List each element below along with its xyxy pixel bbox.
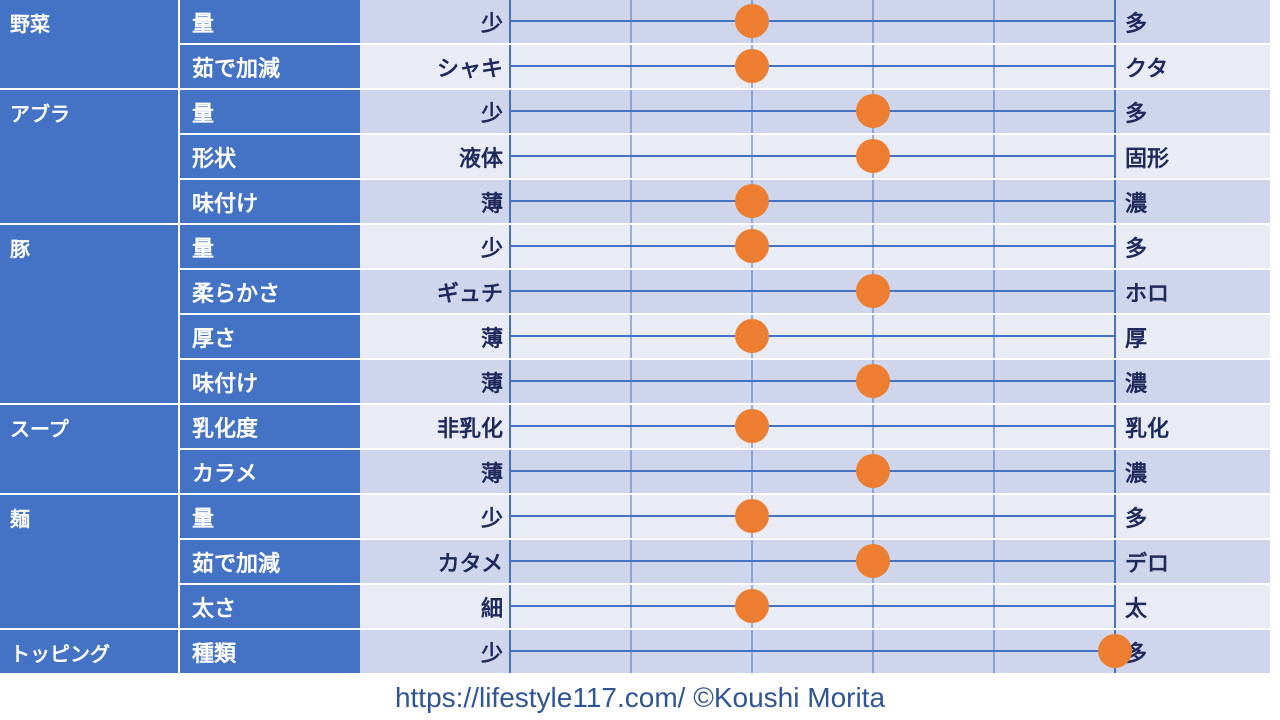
value-marker	[856, 274, 890, 308]
scale-right-label: 多	[1125, 236, 1148, 262]
scale-left-label: 非乳化	[436, 416, 503, 442]
value-marker	[735, 184, 769, 218]
scale-track	[509, 405, 1116, 448]
scale-left-label: 液体	[458, 146, 503, 172]
value-marker	[735, 229, 769, 263]
item-label: 量	[180, 495, 360, 540]
category-label: 豚	[0, 225, 180, 405]
scale-left-label: 少	[480, 11, 503, 37]
scale-row: シャキ クタ	[360, 45, 1270, 90]
scale-track	[509, 90, 1116, 133]
footer-credit: https://lifestyle117.com/ ©Koushi Morita	[394, 681, 886, 713]
value-marker	[735, 499, 769, 533]
scale-right-label: 固形	[1125, 146, 1170, 172]
item-label: 乳化度	[180, 405, 360, 450]
scale-row: 液体 固形	[360, 135, 1270, 180]
category-label: アブラ	[0, 90, 180, 225]
item-label: 量	[180, 90, 360, 135]
value-marker	[856, 94, 890, 128]
value-marker	[735, 49, 769, 83]
scale-left-label: シャキ	[436, 56, 503, 82]
scale-row: 少多	[360, 630, 1270, 675]
item-label: 味付け	[180, 360, 360, 405]
scale-right-label: ホロ	[1125, 281, 1170, 307]
item-label: カラメ	[180, 450, 360, 495]
item-label: 種類	[180, 630, 360, 675]
category-label: トッピング	[0, 630, 180, 675]
scale-row: 少多	[360, 90, 1270, 135]
value-marker	[735, 409, 769, 443]
ramen-preference-chart: 野菜 アブラ豚スープ麺トッピング量少多茹で加減 シャキ クタ量少多形状 液体 固形 味付け薄…	[0, 0, 1270, 675]
value-marker	[735, 4, 769, 38]
scale-right-label: 多	[1125, 11, 1148, 37]
scale-track	[509, 270, 1116, 313]
scale-track	[509, 630, 1132, 673]
category-label: 麺	[0, 495, 180, 630]
scale-track	[509, 180, 1116, 223]
scale-track	[509, 585, 1116, 628]
scale-left-label: カタメ	[437, 551, 503, 577]
scale-track	[509, 540, 1116, 583]
item-label: 茹で加減	[180, 540, 360, 585]
scale-row: 非乳化 乳化	[360, 405, 1270, 450]
item-label: 量	[180, 225, 360, 270]
scale-row: 細太	[360, 585, 1270, 630]
scale-row: 少多	[360, 0, 1270, 45]
scale-track	[509, 135, 1116, 178]
scale-right-label: 乳化	[1125, 416, 1170, 442]
category-label: 野菜	[0, 0, 180, 90]
scale-track	[509, 225, 1116, 268]
value-marker	[735, 319, 769, 353]
scale-right-label: クタ	[1125, 56, 1169, 82]
scale-track	[509, 0, 1116, 43]
scale-row: カタメ デロ	[360, 540, 1270, 585]
value-marker	[856, 544, 890, 578]
scale-right-label: 太	[1125, 596, 1148, 622]
item-label: 太さ	[180, 585, 360, 630]
item-label: 厚さ	[180, 315, 360, 360]
scale-left-label: 薄	[480, 461, 503, 487]
scale-row: 薄厚	[360, 315, 1270, 360]
item-label: 柔らかさ	[180, 270, 360, 315]
category-label: スープ	[0, 405, 180, 495]
scale-track	[509, 45, 1116, 88]
scale-right-label: 濃	[1125, 371, 1148, 397]
scale-track	[509, 495, 1116, 538]
scale-row: 薄濃	[360, 180, 1270, 225]
scale-right-label: 多	[1125, 506, 1148, 532]
value-marker	[856, 139, 890, 173]
scale-row: 少多	[360, 495, 1270, 540]
scale-left-label: 細	[480, 596, 503, 622]
scale-left-label: 少	[480, 506, 503, 532]
scale-left-label: 少	[480, 101, 503, 127]
scale-row: 少多	[360, 225, 1270, 270]
scale-left-label: 薄	[480, 371, 503, 397]
scale-right-label: 濃	[1125, 461, 1148, 487]
scale-right-label: デロ	[1125, 551, 1170, 577]
scale-left-label: 少	[480, 236, 503, 262]
scale-track	[509, 450, 1116, 493]
value-marker	[1098, 634, 1132, 668]
scale-track	[509, 315, 1116, 358]
scale-right-label: 多	[1125, 101, 1148, 127]
item-label: 形状	[180, 135, 360, 180]
item-label: 味付け	[180, 180, 360, 225]
item-label: 量	[180, 0, 360, 45]
scale-track	[509, 360, 1116, 403]
scale-row: 薄濃	[360, 360, 1270, 405]
scale-left-label: 少	[480, 641, 503, 667]
scale-left-label: 薄	[480, 191, 503, 217]
item-label: 茹で加減	[180, 45, 360, 90]
scale-right-label: 厚	[1125, 326, 1148, 352]
scale-row: ギュチ ホロ	[360, 270, 1270, 315]
scale-row: 薄濃	[360, 450, 1270, 495]
scale-left-label: ギュチ	[436, 281, 503, 307]
value-marker	[856, 364, 890, 398]
value-marker	[856, 454, 890, 488]
scale-right-label: 濃	[1125, 191, 1148, 217]
scale-left-label: 薄	[480, 326, 503, 352]
value-marker	[735, 589, 769, 623]
